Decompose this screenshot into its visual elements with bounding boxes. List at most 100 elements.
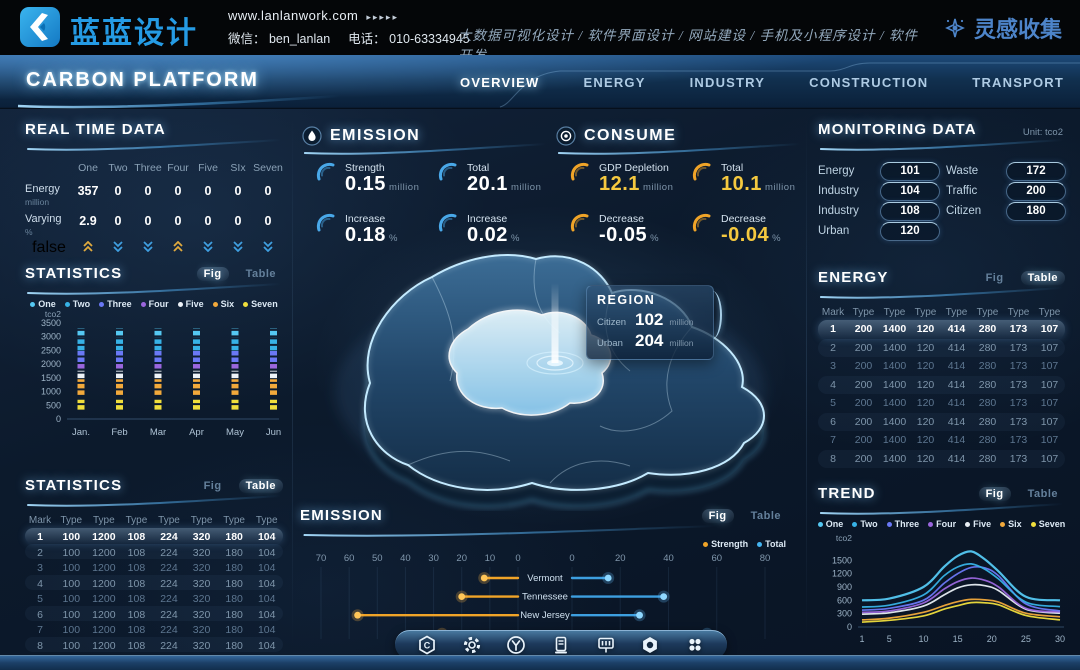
legend-dot (177, 301, 183, 307)
legend-item: Four (928, 519, 956, 529)
legend-item: Two (852, 519, 878, 529)
row-unit: million (25, 197, 50, 207)
header-swoosh (27, 495, 281, 507)
signboard-icon[interactable] (596, 635, 616, 655)
monitoring-item: Urban 120 (818, 221, 940, 241)
table-cell: 3 (37, 562, 43, 574)
monitoring-grid: Energy 101 Industry 104 Industry 108 Urban 120 W… (818, 161, 1066, 241)
statistics-data-table: Mark Type Type Type Type Type Type Type 1 100 1200… (25, 513, 283, 652)
table-row[interactable]: 5 200 1400 120 414 280 173 107 (818, 394, 1065, 413)
monitoring-value-pill[interactable]: 104 (880, 181, 940, 201)
svg-text:1500: 1500 (41, 373, 61, 383)
y-badge-icon[interactable] (506, 635, 526, 655)
table-row[interactable]: 5 100 1200 108 224 320 180 104 (25, 590, 283, 606)
svg-text:80: 80 (760, 553, 771, 564)
stat-label: GDP Depletion (599, 162, 669, 174)
svg-text:1200: 1200 (832, 569, 852, 579)
table-cell: 280 (978, 434, 997, 447)
table-row[interactable]: 8 200 1400 120 414 280 173 107 (818, 449, 1065, 468)
table-row[interactable]: 4 200 1400 120 414 280 173 107 (818, 375, 1065, 394)
nav-tab-industry[interactable]: INDUSTRY (689, 74, 766, 90)
monitoring-value-pill[interactable]: 101 (880, 161, 940, 181)
legend-label: Four (936, 519, 957, 529)
legend-dot (1030, 521, 1036, 527)
monitoring-value-pill[interactable]: 200 (1006, 181, 1066, 201)
column-header: One (78, 162, 98, 174)
table-row[interactable]: 2 100 1200 108 224 320 180 104 (25, 543, 283, 559)
fig-toggle[interactable]: Fig (701, 509, 734, 523)
site-url[interactable]: www.lanlanwork.com (228, 8, 359, 23)
table-row[interactable]: 4 100 1200 108 224 320 180 104 (25, 574, 283, 590)
table-row[interactable]: 1 200 1400 120 414 280 173 107 (818, 320, 1065, 339)
svg-text:900: 900 (837, 582, 852, 592)
monitoring-value-pill[interactable]: 180 (1006, 201, 1066, 221)
legend-item: Two (64, 299, 90, 309)
header-swoosh (27, 283, 281, 295)
table-row[interactable]: 8 100 1200 108 224 320 180 104 (25, 636, 283, 652)
monitoring-item: Energy 101 (818, 161, 940, 181)
table-toggle[interactable]: Table (1027, 488, 1058, 500)
monitoring-item: Waste 172 (946, 161, 1066, 181)
table-cell: 107 (1040, 397, 1059, 410)
table-row[interactable]: 3 200 1400 120 414 280 173 107 (818, 357, 1065, 376)
nav-tab-energy[interactable]: ENERGY (583, 74, 646, 90)
table-row[interactable]: 7 200 1400 120 414 280 173 107 (818, 431, 1065, 450)
table-toggle[interactable]: Table (750, 510, 781, 522)
table-cell: 224 (160, 546, 178, 559)
svg-text:0: 0 (847, 622, 852, 632)
svg-text:C: C (424, 640, 431, 650)
monitoring-label: Industry (818, 205, 859, 217)
table-row[interactable]: 2 200 1400 120 414 280 173 107 (818, 338, 1065, 357)
hexagon-c-icon[interactable]: C (417, 635, 437, 655)
table-toggle[interactable]: Table (238, 479, 283, 493)
cluster-icon[interactable] (685, 635, 705, 655)
nav-tab-transport[interactable]: TRANSPORT (972, 74, 1064, 90)
fig-toggle[interactable]: Fig (196, 267, 229, 281)
table-row[interactable]: 3 100 1200 108 224 320 180 104 (25, 559, 283, 575)
table-row[interactable]: 6 100 1200 108 224 320 180 104 (25, 605, 283, 621)
column-header: Type (1007, 307, 1030, 318)
fig-toggle[interactable]: Fig (985, 272, 1004, 284)
fig-toggle[interactable]: Fig (203, 480, 222, 492)
table-cell: 1200 (92, 562, 116, 574)
tooltip-unit: million (669, 338, 694, 348)
monitoring-data-section: MONITORING DATA Unit: tco2 Energy 101 Indu… (818, 121, 1066, 241)
table-header-row: Mark Type Type Type Type Type Type Type (25, 513, 283, 528)
legend-item: Four (140, 299, 169, 309)
metric-value: 0 (144, 184, 152, 198)
row-label: Energy million (25, 179, 73, 207)
svg-text:20: 20 (615, 553, 626, 564)
column-header: Type (852, 307, 875, 318)
monitoring-value-pill[interactable]: 120 (880, 221, 940, 241)
nut-icon[interactable] (640, 635, 660, 655)
monitoring-value-pill[interactable]: 172 (1006, 161, 1066, 181)
table-toggle[interactable]: Table (1020, 271, 1065, 285)
monitoring-value-pill[interactable]: 108 (880, 201, 940, 221)
stat-value: -0.05% (599, 224, 660, 246)
svg-text:70: 70 (316, 553, 327, 564)
fig-toggle[interactable]: Fig (978, 487, 1011, 501)
table-row[interactable]: 7 100 1200 108 224 320 180 104 (25, 621, 283, 637)
svg-text:3000: 3000 (41, 332, 61, 342)
table-toggle[interactable]: Table (245, 268, 276, 280)
legend-label: Two (860, 519, 878, 529)
table-row[interactable]: 6 200 1400 120 414 280 173 107 (818, 412, 1065, 431)
table-cell: 280 (978, 360, 997, 373)
monitoring-item: Industry 108 (818, 201, 940, 221)
region-map[interactable]: REGION Citizen 102 million Urban 204 mil… (300, 221, 800, 511)
gear-icon[interactable] (462, 635, 482, 655)
real-time-data-section: REAL TIME DATA One Two Three Four Five SIx Sev… (25, 121, 283, 256)
nav-tab-construction[interactable]: CONSTRUCTION (809, 74, 929, 90)
nav-tab-overview[interactable]: OVERVIEW (460, 74, 540, 90)
table-cell: 108 (127, 577, 146, 590)
charging-station-icon[interactable] (551, 635, 571, 655)
legend-dot (243, 301, 249, 307)
stat-label: Decrease (599, 213, 644, 225)
table-cell: 414 (947, 434, 966, 447)
stat-value: 12.1 million (599, 173, 674, 195)
header-swoosh (820, 503, 1063, 515)
table-row[interactable]: 1 100 1200 108 224 320 180 104 (25, 528, 283, 544)
table-cell: 5 (830, 397, 836, 410)
table-cell: 1400 (882, 415, 907, 428)
